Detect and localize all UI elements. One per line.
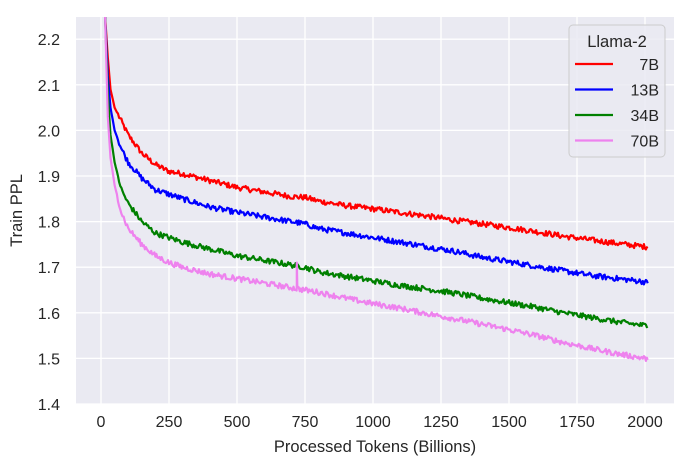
x-tick-label: 250 bbox=[156, 414, 183, 431]
y-tick-label: 2.1 bbox=[38, 78, 60, 95]
legend-items: 7B 13B 34B 70B bbox=[575, 57, 659, 151]
legend-label: 13B bbox=[631, 83, 659, 100]
y-tick-label: 2.0 bbox=[38, 123, 60, 140]
x-tick-label: 1500 bbox=[491, 414, 527, 431]
y-axis-label: Train PPL bbox=[8, 174, 26, 247]
legend-label: 70B bbox=[631, 134, 659, 151]
legend-item-70b: 70B bbox=[575, 134, 659, 151]
x-tick-label: 2000 bbox=[627, 414, 663, 431]
y-tick-label: 1.8 bbox=[38, 215, 60, 232]
legend-item-13b: 13B bbox=[575, 83, 659, 100]
y-tick-label: 1.6 bbox=[38, 306, 60, 323]
x-axis-ticks: 0 250 500 750 1000 1250 1500 1750 2000 bbox=[97, 414, 663, 431]
x-tick-label: 500 bbox=[224, 414, 251, 431]
x-tick-label: 750 bbox=[292, 414, 319, 431]
y-tick-label: 1.4 bbox=[38, 397, 60, 414]
y-axis-ticks: 1.4 1.5 1.6 1.7 1.8 1.9 2.0 2.1 2.2 bbox=[38, 32, 60, 414]
legend-label: 7B bbox=[639, 57, 659, 74]
y-tick-label: 2.2 bbox=[38, 32, 60, 49]
legend-label: 34B bbox=[631, 108, 659, 125]
series-line-7b bbox=[104, 17, 649, 251]
series-lines bbox=[104, 17, 649, 362]
series-line-13b bbox=[104, 17, 649, 286]
legend: Llama-2 7B 13B 34B 70B bbox=[568, 24, 666, 158]
x-tick-label: 1000 bbox=[355, 414, 391, 431]
x-tick-label: 1250 bbox=[423, 414, 459, 431]
y-tick-label: 1.5 bbox=[38, 351, 60, 368]
legend-item-34b: 34B bbox=[575, 108, 659, 125]
legend-box bbox=[568, 24, 666, 158]
legend-title: Llama-2 bbox=[587, 33, 647, 51]
series-line-34b bbox=[104, 17, 649, 329]
y-tick-label: 1.9 bbox=[38, 169, 60, 186]
x-tick-label: 1750 bbox=[559, 414, 595, 431]
y-tick-label: 1.7 bbox=[38, 260, 60, 277]
x-axis-label: Processed Tokens (Billions) bbox=[274, 438, 476, 456]
legend-item-7b: 7B bbox=[575, 57, 659, 74]
series-line-70b bbox=[104, 17, 649, 362]
x-tick-label: 0 bbox=[97, 414, 106, 431]
